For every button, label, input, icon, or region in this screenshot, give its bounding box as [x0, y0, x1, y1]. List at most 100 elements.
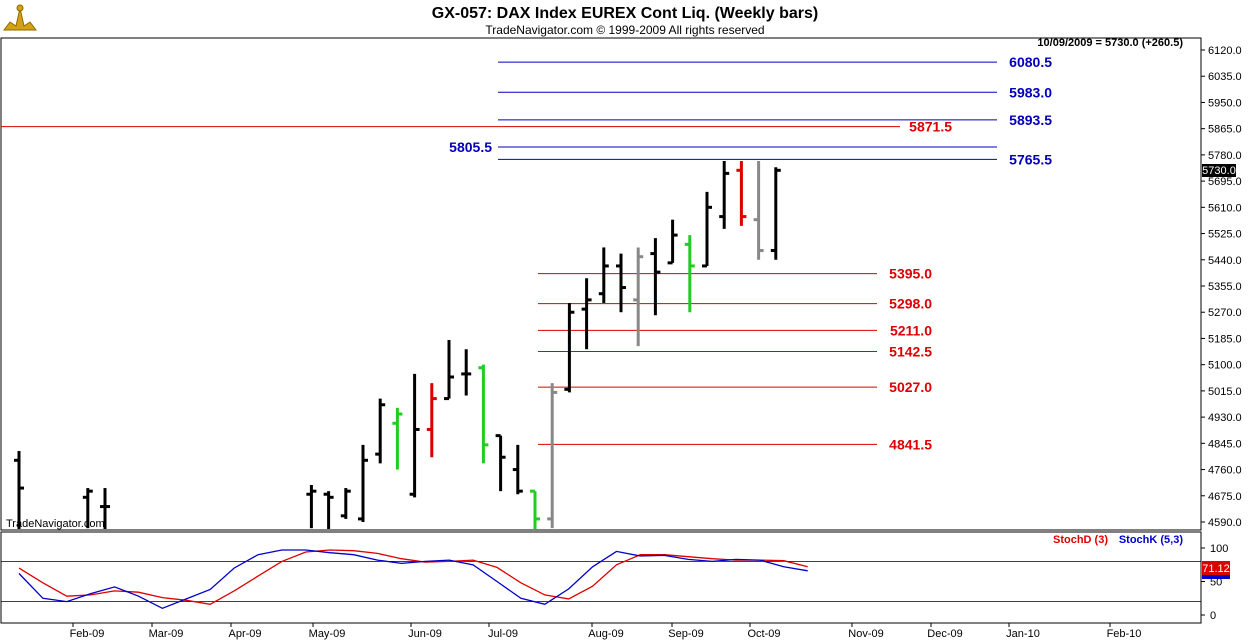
stoch-series-line [18, 549, 808, 610]
level-label: 5395.0 [889, 266, 932, 282]
stoch-tick-label: 100 [1210, 543, 1228, 555]
ohlc-bar [340, 488, 351, 519]
level-label: 5871.5 [909, 119, 952, 135]
stoch-last-label: 71.12 [1202, 563, 1230, 575]
stoch-last-box [1202, 561, 1230, 575]
ohlc-bar [581, 278, 592, 350]
ohlc-bar [770, 167, 781, 260]
ohlc-bar [530, 489, 540, 529]
time-tick-label: Feb-10 [1107, 628, 1142, 640]
ohlc-bar [100, 488, 110, 529]
price-tick-label: 5950.0 [1208, 97, 1242, 109]
ohlc-bar [753, 161, 764, 260]
ohlc-bar [426, 383, 437, 458]
chart-subtitle: TradeNavigator.com © 1999-2009 All right… [485, 23, 764, 37]
price-tick-label: 5100.0 [1208, 360, 1242, 372]
ohlc-bar [598, 247, 609, 303]
price-axis: 6120.0 6035.0 5950.0 5865.0 5780.0 5695.0 5610… [1201, 45, 1242, 529]
price-tick-label: 4675.0 [1208, 491, 1242, 503]
support-resistance-levels: 6080.5 5983.0 5893.5 5871.5 5805.5 5765.5 5395… [1, 54, 1052, 452]
ohlc-bars [14, 161, 781, 529]
price-tick-label: 5780.0 [1208, 150, 1242, 162]
price-tick-label: 5440.0 [1208, 255, 1242, 267]
time-tick-label: Jul-09 [488, 628, 518, 640]
ohlc-bar [306, 484, 317, 529]
time-tick-label: Aug-09 [588, 628, 623, 640]
time-axis: Feb-09 Mar-09 Apr-09 May-09 Jun-09 Jul-09 Aug-… [70, 623, 1142, 640]
stoch-tick-label: 0 [1210, 610, 1216, 622]
ohlc-bar [14, 451, 24, 529]
ohlc-bar [323, 491, 334, 529]
price-tick-label: 6035.0 [1208, 71, 1242, 83]
time-tick-label: Oct-09 [747, 628, 780, 640]
level-label: 5142.5 [889, 344, 932, 360]
price-tick-label: 5270.0 [1208, 307, 1242, 319]
time-tick-label: Feb-09 [70, 628, 105, 640]
level-label: 5298.0 [889, 296, 932, 312]
price-tick-label: 5185.0 [1208, 333, 1242, 345]
ohlc-bar [547, 383, 558, 529]
legend-stochd: StochD (3) [1053, 534, 1108, 546]
price-tick-label: 5015.0 [1208, 386, 1242, 398]
ohlc-bar [375, 398, 386, 464]
legend-stochk: StochK (5,3) [1119, 534, 1184, 546]
ohlc-bar [495, 434, 506, 492]
ohlc-bar [650, 238, 661, 316]
price-tick-label: 5610.0 [1208, 202, 1242, 214]
level-label: 5211.0 [890, 322, 932, 338]
ohlc-bar [444, 339, 454, 401]
level-label: 4841.5 [889, 436, 932, 452]
price-tick-label: 4845.0 [1208, 438, 1242, 450]
ohlc-bar [684, 235, 695, 313]
last-price-box [1202, 164, 1236, 177]
ohlc-bar [702, 191, 712, 268]
price-tick-label: 5525.0 [1208, 229, 1242, 241]
level-label: 5893.5 [1009, 112, 1052, 128]
price-tick-label: 4760.0 [1208, 465, 1242, 477]
ohlc-bar [392, 407, 403, 470]
time-tick-label: Jan-10 [1006, 628, 1040, 640]
ohlc-bar [667, 219, 678, 265]
level-label: 5027.0 [889, 379, 932, 395]
price-panel-frame [0, 37, 1202, 531]
ohlc-bar [358, 444, 368, 522]
level-label: 5765.5 [1009, 151, 1052, 167]
stoch-axis: 100 50 0 [1, 543, 1228, 622]
ohlc-bar [719, 161, 730, 229]
last-price-label: 5730.0 [1202, 165, 1236, 177]
watermark: TradeNavigator.com [6, 518, 105, 530]
stochk-last-box [1202, 575, 1230, 579]
ohlc-bar [633, 247, 644, 347]
price-tick-label: 5355.0 [1208, 281, 1242, 293]
ohlc-bar [736, 161, 747, 226]
level-label: 5805.5 [449, 139, 492, 155]
price-tick-label: 6120.0 [1208, 45, 1242, 57]
time-tick-label: Jun-09 [408, 628, 442, 640]
stoch-panel-frame [0, 531, 1202, 624]
ohlc-bar [409, 373, 420, 498]
price-tick-label: 4590.0 [1208, 517, 1242, 529]
stochastic-lines [18, 549, 808, 610]
trade-navigator-logo [3, 4, 37, 31]
time-tick-label: May-09 [309, 628, 346, 640]
chart-title: GX-057: DAX Index EUREX Cont Liq. (Weekl… [432, 5, 818, 22]
stoch-tick-label: 50 [1210, 577, 1222, 589]
ohlc-bar [512, 444, 523, 495]
ohlc-bar [478, 364, 489, 464]
ohlc-bar [616, 253, 626, 313]
date-info: 10/09/2009 = 5730.0 (+260.5) [1037, 37, 1183, 49]
level-label: 5983.0 [1009, 84, 1052, 100]
time-tick-label: Nov-09 [848, 628, 883, 640]
ohlc-bar [82, 488, 93, 529]
time-tick-label: Dec-09 [927, 628, 962, 640]
stoch-series-line [18, 549, 808, 605]
time-tick-label: Apr-09 [228, 628, 261, 640]
ohlc-bar [461, 349, 472, 396]
price-tick-label: 5865.0 [1208, 124, 1242, 136]
time-tick-label: Sep-09 [668, 628, 703, 640]
price-tick-label: 5695.0 [1208, 176, 1242, 188]
price-tick-label: 4930.0 [1208, 412, 1242, 424]
level-label: 6080.5 [1009, 54, 1052, 70]
ohlc-bar [564, 302, 575, 393]
